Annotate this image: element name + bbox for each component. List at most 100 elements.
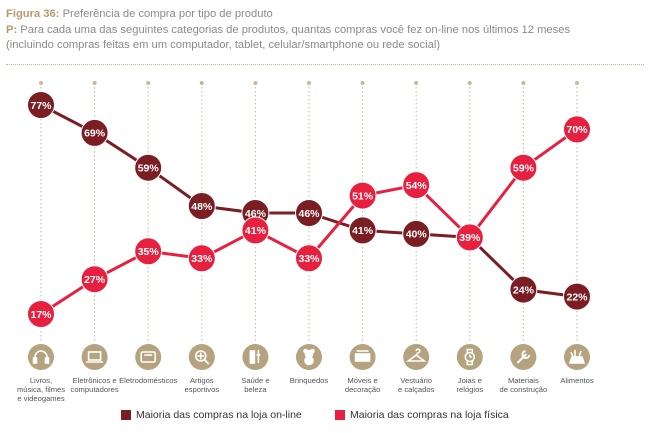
category-label: Joias e: [458, 376, 482, 385]
category-label: Artigos: [190, 376, 214, 385]
category-label: decoração: [345, 385, 380, 394]
category-label: Livros,: [30, 376, 52, 385]
data-label: 59%: [138, 163, 160, 175]
category-icon-badge: [403, 344, 430, 370]
data-point-online: [27, 91, 55, 119]
data-label: 27%: [84, 274, 106, 286]
gridline-marker: [39, 81, 43, 85]
question-text-line2: (incluindo compras feitas em um computad…: [6, 39, 441, 51]
category-label: Materiais: [508, 376, 539, 385]
hanger-icon: [405, 348, 427, 362]
category-label: Vestuário: [400, 376, 432, 385]
category-label: Móveis e: [347, 376, 377, 385]
category-icon-badge: [28, 344, 54, 370]
category-label: de construção: [500, 385, 548, 394]
beauty-icon: [249, 350, 261, 364]
data-point-online: [402, 219, 431, 248]
data-label: 69%: [84, 128, 106, 140]
category-label: Eletrodomésticos: [119, 376, 177, 385]
data-point-physical: [455, 223, 484, 252]
chart-header: Figura 36: Preferência de compra por tip…: [6, 7, 646, 54]
figure-title: Figura 36: Preferência de compra por tip…: [6, 8, 273, 20]
gridline-marker: [467, 81, 472, 85]
legend-swatch-physical: [335, 410, 345, 420]
gridline-marker: [575, 81, 579, 85]
data-label: 33%: [191, 253, 213, 265]
watch-icon: [464, 348, 476, 366]
data-label: 39%: [459, 232, 481, 244]
data-label: 33%: [298, 253, 320, 265]
data-point-physical: [187, 244, 216, 273]
category-label: beleza: [244, 385, 267, 394]
data-label: 54%: [406, 180, 428, 192]
data-point-online: [134, 153, 163, 182]
chart-legend: Maioria das compras na loja on-line Maio…: [0, 409, 650, 425]
data-label: 22%: [566, 291, 588, 303]
category-label: e calçados: [398, 385, 435, 394]
category-icon-badge: [242, 344, 269, 370]
teddy-bear-icon: [303, 348, 315, 366]
gridline-marker: [92, 81, 97, 85]
data-point-physical: [295, 244, 323, 273]
data-point-physical: [563, 115, 591, 144]
data-point-online: [187, 192, 216, 220]
sports-icon: [195, 350, 210, 365]
category-label: Saúde e: [241, 376, 269, 385]
gridline-marker: [414, 81, 419, 85]
gridline-marker: [360, 81, 365, 85]
category-label: esportivos: [184, 385, 219, 394]
category-label: relógios: [457, 385, 484, 394]
data-label: 41%: [245, 225, 267, 237]
legend-label-physical: Maioria das compras na loja física: [350, 409, 509, 421]
question-text: P: Para cada uma das seguintes categoria…: [6, 23, 571, 36]
data-point-physical: [80, 265, 109, 294]
category-label: Eletrônicos e: [73, 376, 117, 385]
data-label: 48%: [191, 201, 213, 213]
gridline-marker: [146, 81, 151, 85]
legend-swatch-online: [121, 410, 131, 420]
food-icon: [568, 350, 586, 364]
data-point-physical: [348, 181, 377, 210]
data-label: 59%: [513, 163, 535, 175]
category-icon-badge: [188, 344, 215, 370]
furniture-icon: [354, 350, 371, 362]
gridline-marker: [253, 81, 258, 85]
data-label: 46%: [298, 208, 320, 220]
data-point-physical: [402, 171, 431, 200]
appliance-icon: [140, 351, 156, 363]
data-point-physical: [27, 300, 55, 328]
data-label: 46%: [245, 208, 267, 220]
data-point-online: [80, 118, 109, 147]
laptop-icon: [86, 351, 104, 363]
data-label: 70%: [566, 124, 588, 136]
legend-item-physical: Maioria das compras na loja física: [335, 409, 509, 421]
data-point-physical: [241, 216, 270, 245]
data-point-physical: [509, 153, 538, 182]
data-point-online: [295, 199, 323, 227]
data-point-online: [563, 282, 591, 311]
data-label: 51%: [352, 190, 374, 202]
category-label: Brinquedos: [290, 376, 329, 385]
data-label: 77%: [30, 100, 52, 112]
data-label: 17%: [30, 309, 52, 321]
category-label: Alimentos: [560, 376, 594, 385]
data-point-physical: [134, 237, 163, 266]
gridline-marker: [307, 81, 311, 85]
headphones-icon: [32, 350, 50, 364]
gridline-marker: [199, 81, 204, 85]
data-label: 41%: [352, 225, 374, 237]
gridline-marker: [521, 81, 526, 85]
line-chart: 77% 69% 59% 48% 46% 46% 41% 40% 39% 24% 22% 17% 27% 3…: [17, 81, 594, 403]
category-icon-badge: [135, 344, 162, 370]
data-point-online: [509, 275, 538, 304]
header-divider: [6, 64, 644, 65]
data-label: 24%: [513, 284, 535, 296]
data-label: 40%: [406, 229, 428, 241]
category-label: música, filmes: [17, 385, 65, 394]
category-label: e videogames: [17, 394, 64, 403]
data-label: 35%: [138, 246, 160, 258]
legend-label-online: Maioria das compras na loja on-line: [136, 409, 302, 421]
tools-icon: [516, 350, 531, 364]
category-icon-badge: [81, 344, 108, 370]
legend-item-online: Maioria das compras na loja on-line: [121, 409, 302, 421]
